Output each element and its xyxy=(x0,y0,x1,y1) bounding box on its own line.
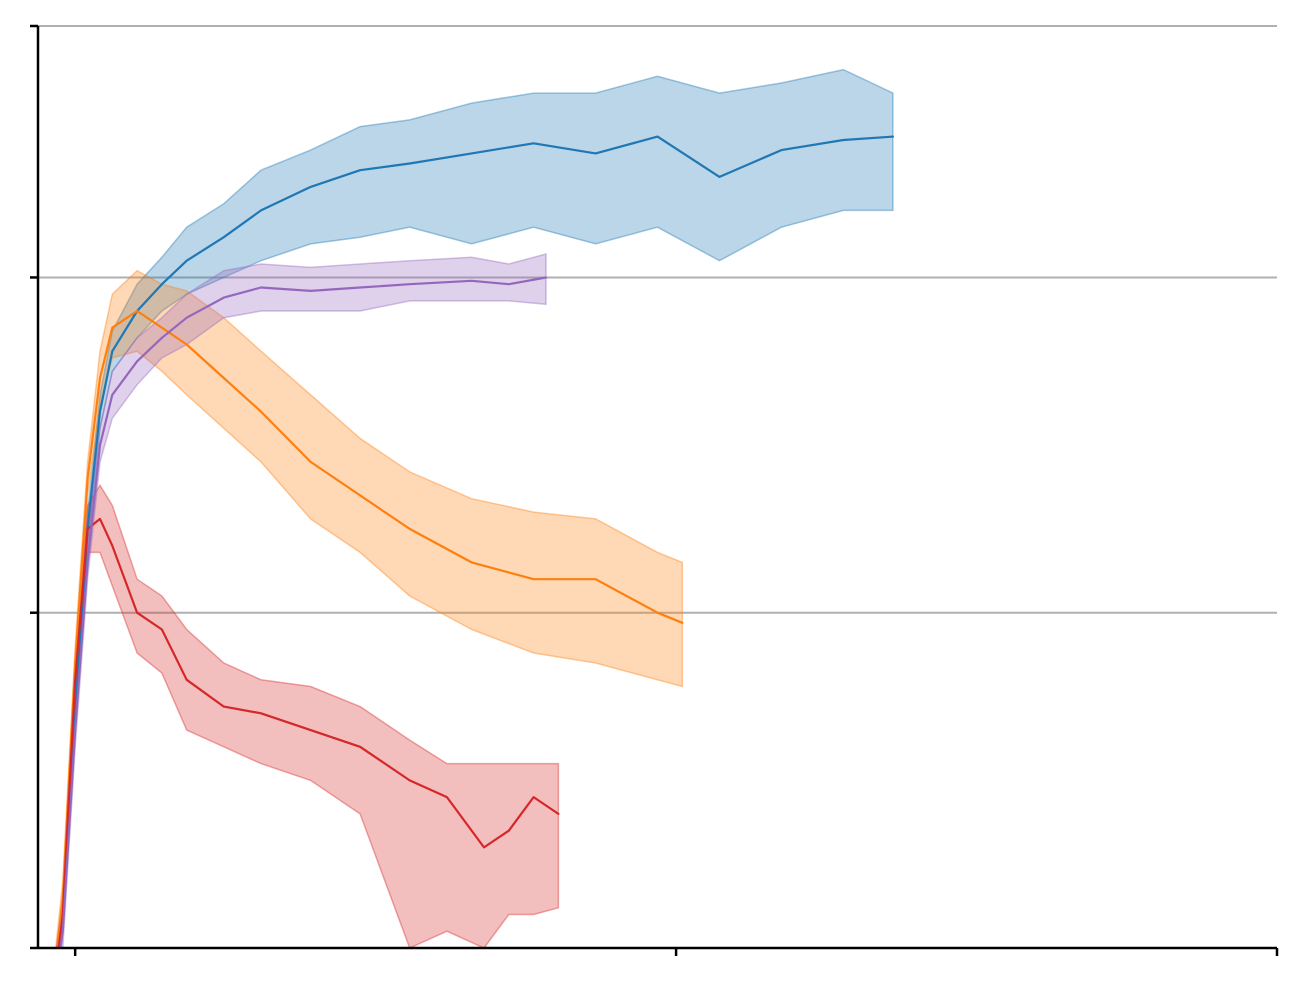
series-3-line xyxy=(59,276,548,948)
series-2-line xyxy=(57,517,560,948)
series-3-band xyxy=(57,253,547,948)
series-0-line xyxy=(57,135,895,948)
series-0-band xyxy=(55,68,894,948)
series-1-band xyxy=(54,269,684,948)
series-lines xyxy=(56,135,895,948)
confidence-bands xyxy=(54,68,894,948)
series-1-line xyxy=(56,309,684,948)
axes xyxy=(30,24,1279,956)
series-2-band xyxy=(55,483,560,948)
